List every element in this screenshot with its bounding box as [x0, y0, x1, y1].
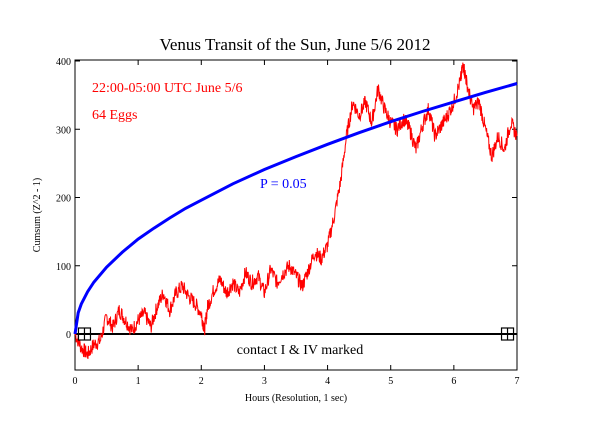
x-tick-label: 3	[262, 376, 267, 387]
y-tick-label: 400	[56, 57, 71, 68]
chart-title: Venus Transit of the Sun, June 5/6 2012	[159, 35, 430, 54]
x-axis-label: Hours (Resolution, 1 sec)	[245, 393, 347, 404]
y-tick-label: 300	[56, 125, 71, 136]
x-tick-label: 0	[73, 376, 78, 387]
contact-marker-2	[500, 327, 515, 341]
y-axis-label: Cumsum (Z^2 - 1)	[32, 178, 43, 252]
plot-border	[74, 59, 518, 371]
y-tick-label: 0	[66, 330, 71, 341]
contact-marker-1	[77, 327, 92, 341]
y-tick-label: 100	[56, 262, 71, 273]
x-tick-label: 4	[325, 376, 330, 387]
x-tick-label: 2	[199, 376, 204, 387]
series-layer	[73, 62, 518, 359]
cumsum-series-line	[74, 62, 518, 359]
annotation-probability: P = 0.05	[260, 177, 307, 192]
x-tick-label: 5	[388, 376, 393, 387]
axis-ticks: 0 1 2 3 4 5 6 7 0 100 200 300 400	[56, 57, 520, 387]
y-tick-label: 200	[56, 194, 71, 205]
x-tick-label: 7	[515, 376, 520, 387]
annotation-time-range: 22:00-05:00 UTC June 5/6	[92, 81, 243, 96]
probability-envelope-line	[73, 82, 518, 335]
x-tick-label: 6	[451, 376, 456, 387]
contact-markers	[77, 327, 515, 341]
plot-area	[74, 59, 518, 371]
annotation-eggs: 64 Eggs	[92, 108, 138, 123]
x-tick-label: 1	[136, 376, 141, 387]
annotation-contacts: contact I & IV marked	[237, 343, 363, 358]
